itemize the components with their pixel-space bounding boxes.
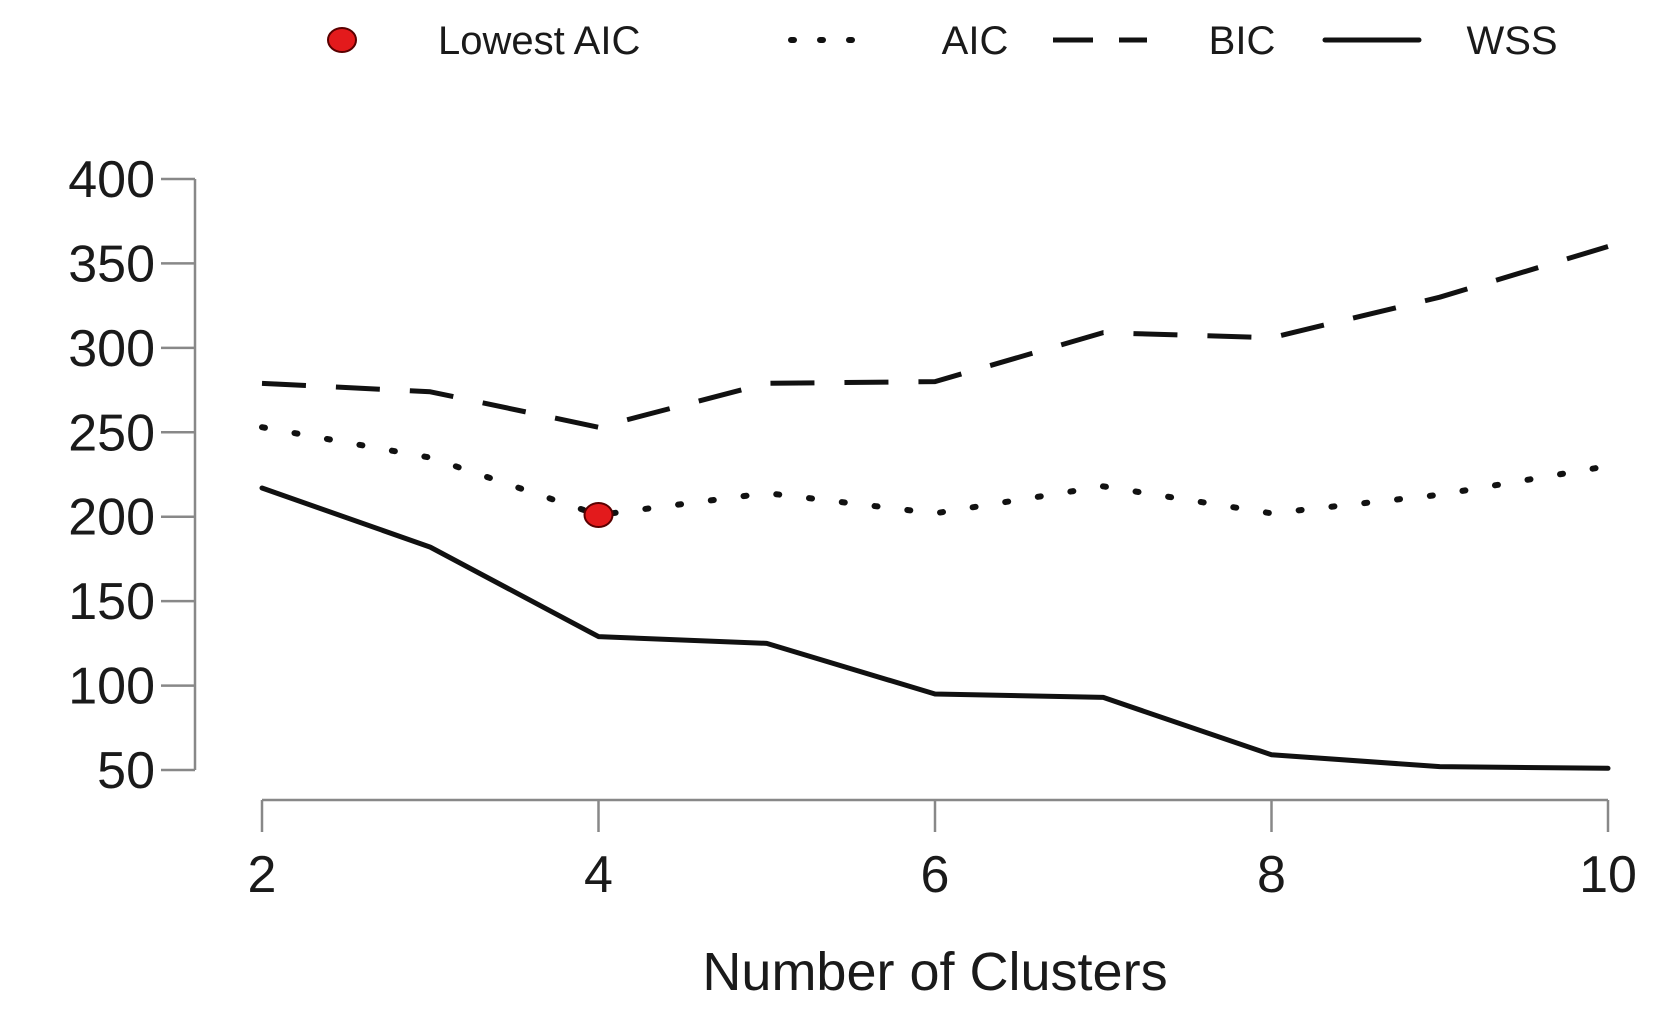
legend-label: AIC (942, 19, 1009, 63)
y-tick-label: 200 (68, 489, 155, 547)
x-axis: 2 4 6 8 10 (248, 798, 1637, 904)
legend-label: Lowest AIC (438, 19, 640, 63)
legend-marker-lowest-aic (327, 27, 357, 53)
y-axis: 50 100 150 200 250 300 350 400 (68, 151, 197, 800)
y-tick-label: 250 (68, 404, 155, 462)
y-tick-label: 150 (68, 573, 155, 631)
legend-label: BIC (1209, 19, 1276, 63)
x-tick-label: 10 (1579, 846, 1637, 904)
y-tick-label: 300 (68, 320, 155, 378)
y-tick-label: 50 (97, 742, 155, 800)
x-tick-label: 8 (1257, 846, 1286, 904)
legend: Lowest AIC AIC BIC WSS (327, 19, 1558, 63)
highlight-layer (583, 502, 614, 529)
series-layer (259, 244, 1611, 771)
x-tick-label: 4 (584, 846, 613, 904)
x-axis-title: Number of Clusters (702, 942, 1167, 1002)
series-wss-line (259, 485, 1611, 771)
x-tick-label: 6 (921, 846, 950, 904)
lowest-aic-point (583, 502, 614, 529)
y-tick-label: 100 (68, 658, 155, 716)
series-bic-line (261, 244, 1609, 430)
series-aic-line (259, 424, 1611, 519)
y-tick-label: 350 (68, 235, 155, 293)
x-tick-label: 2 (248, 846, 277, 904)
legend-label: WSS (1466, 19, 1557, 63)
y-tick-label: 400 (68, 151, 155, 209)
